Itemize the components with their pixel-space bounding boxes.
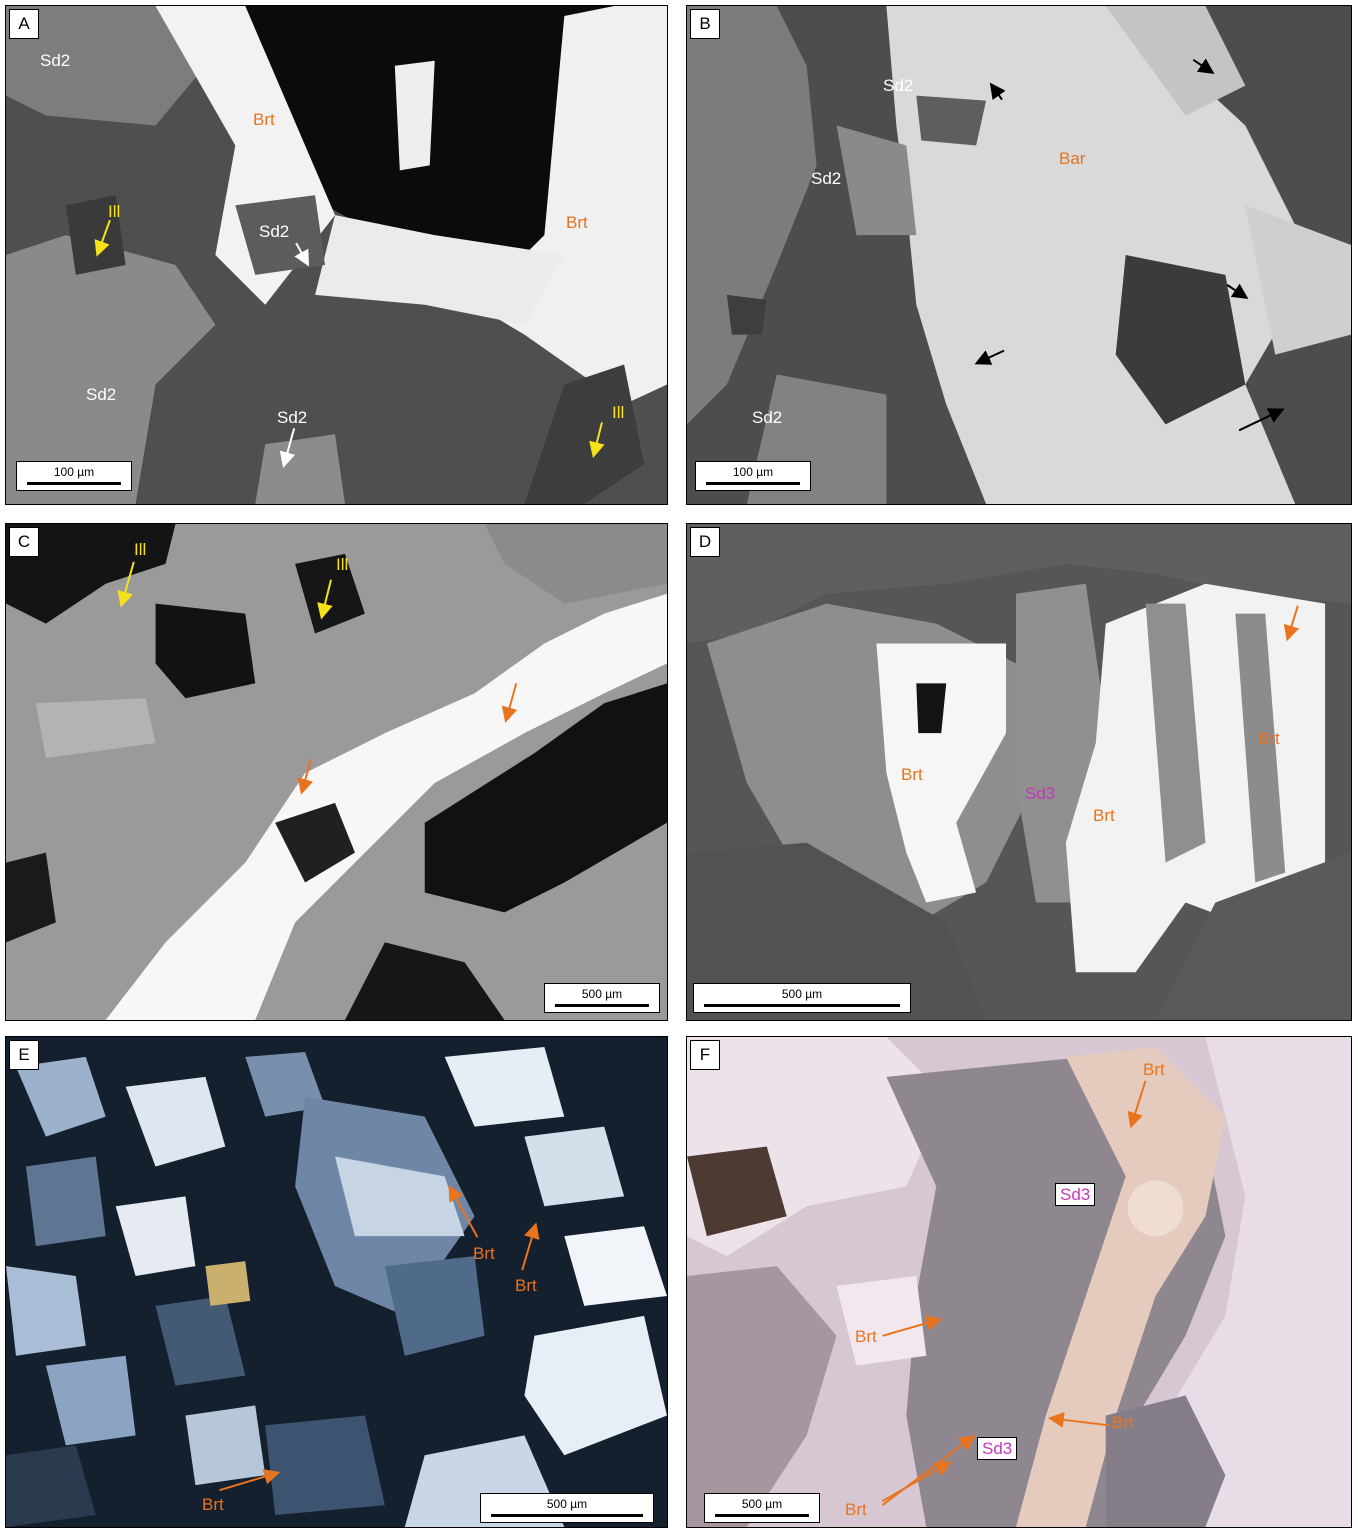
scale-label: 500 µm <box>781 987 823 1001</box>
scale-line <box>704 1004 900 1007</box>
panel-c: C Ill Ill 500 µm <box>5 523 668 1021</box>
label-brt: Brt <box>566 213 588 232</box>
scale-line <box>706 482 800 485</box>
label-ill: Ill <box>108 202 121 221</box>
panel-f: F Brt Sd3 Brt Brt Sd3 Brt 500 µm <box>686 1036 1352 1528</box>
scale-label: 500 µm <box>546 1497 588 1511</box>
label-brt: Brt <box>901 765 923 784</box>
scale-bar-c: 500 µm <box>544 983 660 1013</box>
label-sd2: Sd2 <box>277 408 308 427</box>
label-brt: Brt <box>1143 1060 1165 1079</box>
scale-bar-a: 100 µm <box>16 461 132 491</box>
panel-letter-a: A <box>9 9 39 39</box>
scale-line <box>555 1004 649 1007</box>
label-sd2: Sd2 <box>259 222 290 241</box>
scale-bar-d: 500 µm <box>693 983 911 1013</box>
scale-line <box>491 1514 643 1517</box>
label-sd3: Sd3 <box>1025 784 1056 803</box>
label-brt: Brt <box>473 1244 495 1263</box>
label-brt: Brt <box>855 1327 877 1346</box>
label-sd2: Sd2 <box>86 385 117 404</box>
panel-e: E Brt Brt Brt 500 µm <box>5 1036 668 1528</box>
scale-line <box>715 1514 809 1517</box>
scale-bar-f: 500 µm <box>704 1493 820 1523</box>
label-sd2: Sd2 <box>752 408 783 427</box>
label-bar: Bar <box>1059 149 1086 168</box>
xpl-micrograph-e <box>6 1037 667 1527</box>
label-brt: Brt <box>1258 729 1280 748</box>
panel-letter-b: B <box>690 9 720 39</box>
scale-bar-e: 500 µm <box>480 1493 654 1523</box>
label-brt: Brt <box>202 1495 224 1514</box>
panel-letter-d: D <box>690 527 720 557</box>
scale-label: 500 µm <box>581 987 623 1001</box>
label-brt: Brt <box>253 110 275 129</box>
label-ill: Ill <box>612 403 625 422</box>
scale-label: 500 µm <box>741 1497 783 1511</box>
panel-letter-c: C <box>9 527 39 557</box>
label-ill: Ill <box>336 555 349 574</box>
label-brt: Brt <box>1093 806 1115 825</box>
label-sd3: Sd3 <box>977 1437 1018 1460</box>
sem-image-b <box>687 6 1351 504</box>
label-sd2: Sd2 <box>811 169 842 188</box>
label-sd3: Sd3 <box>1055 1183 1096 1206</box>
label-sd2: Sd2 <box>883 76 914 95</box>
sem-image-c <box>6 524 667 1020</box>
scale-label: 100 µm <box>732 465 774 479</box>
sem-image-d <box>687 524 1351 1020</box>
label-brt: Brt <box>1112 1413 1134 1432</box>
label-brt: Brt <box>845 1500 867 1519</box>
panel-a: A Sd2 Brt Brt Ill Sd2 Sd2 Sd2 Ill 100 µm <box>5 5 668 505</box>
panel-letter-f: F <box>690 1040 720 1070</box>
panel-b: B Sd2 Bar Sd2 Sd2 100 µm <box>686 5 1352 505</box>
panel-letter-e: E <box>9 1040 39 1070</box>
scale-bar-b: 100 µm <box>695 461 811 491</box>
scale-line <box>27 482 121 485</box>
ppl-micrograph-f <box>687 1037 1351 1527</box>
label-brt: Brt <box>515 1276 537 1295</box>
label-ill: Ill <box>134 540 147 559</box>
label-sd2: Sd2 <box>40 51 71 70</box>
scale-label: 100 µm <box>53 465 95 479</box>
panel-d: D Brt Sd3 Brt Brt 500 µm <box>686 523 1352 1021</box>
sem-image-a <box>6 6 667 504</box>
